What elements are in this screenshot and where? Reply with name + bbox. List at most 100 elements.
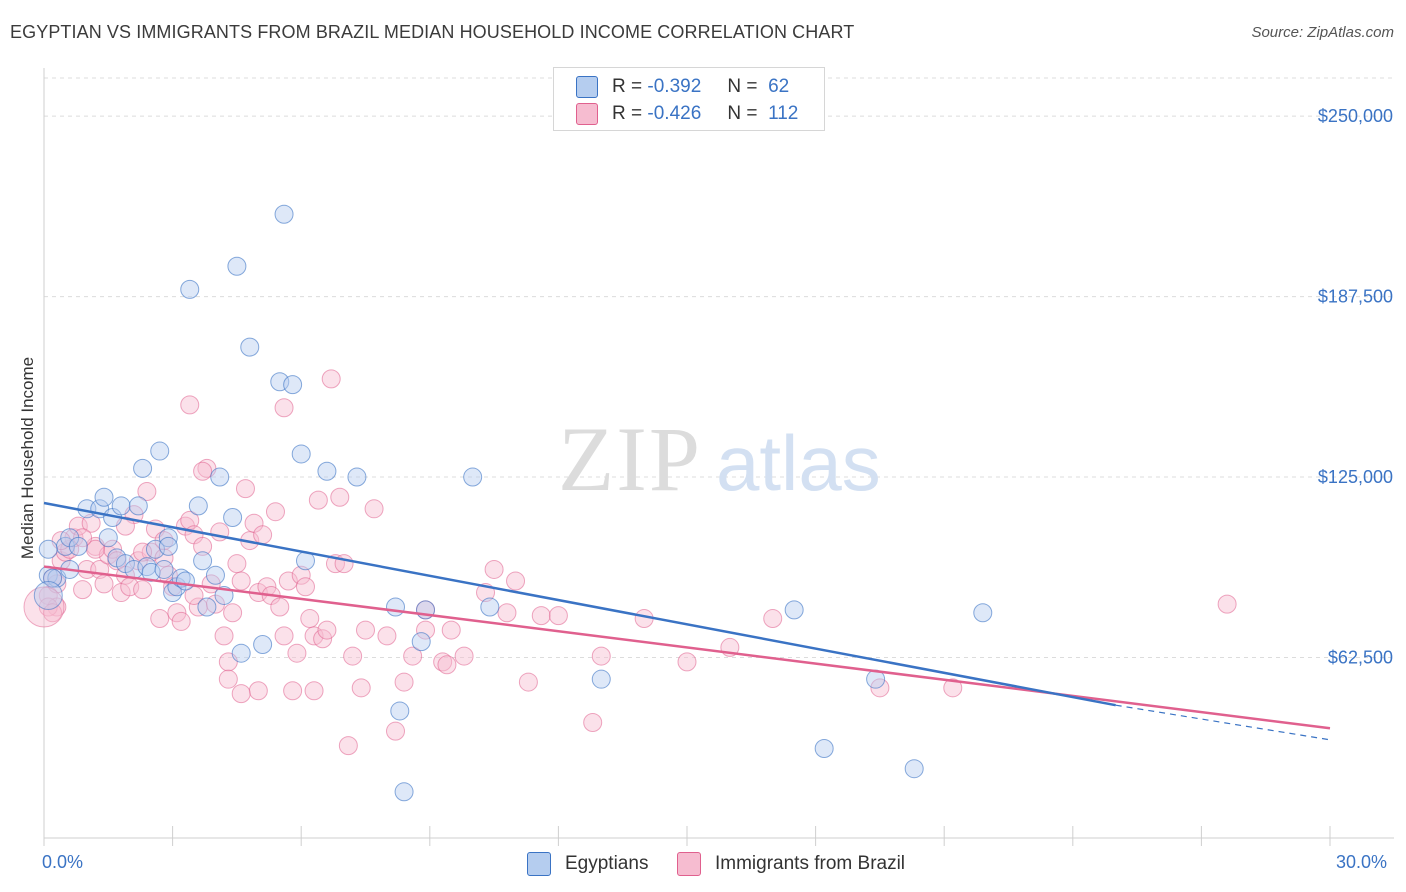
- watermark-zip: ZIP: [558, 408, 702, 510]
- brazil-point: [377, 626, 397, 646]
- egyptian-point: [94, 487, 114, 507]
- brazil-point: [81, 513, 101, 533]
- legend-swatch-blue: [527, 852, 551, 876]
- egyptian-point: [231, 643, 251, 663]
- egyptian-point: [205, 565, 225, 585]
- egyptian-point: [223, 507, 243, 527]
- brazil-point: [416, 620, 436, 640]
- correlation-legend: R = -0.392 N = 62 R = -0.426 N = 112: [553, 67, 825, 131]
- trend-lines: [43, 501, 1331, 741]
- brazil-point: [253, 525, 273, 545]
- legend-item-egyptians[interactable]: Egyptians: [527, 852, 648, 876]
- brazil-point: [437, 655, 457, 675]
- egyptian-point: [240, 337, 260, 357]
- brazil-point: [193, 461, 213, 481]
- egyptian-point: [43, 568, 63, 588]
- brazil-point: [364, 499, 384, 519]
- brazil-point: [248, 681, 268, 701]
- egyptian-point: [480, 597, 500, 617]
- chart-title: EGYPTIAN VS IMMIGRANTS FROM BRAZIL MEDIA…: [10, 22, 855, 42]
- brazil-point: [231, 571, 251, 591]
- brazil-point: [304, 681, 324, 701]
- grid-lines: [44, 77, 1394, 659]
- egyptian-point: [68, 536, 88, 556]
- brazil-point: [330, 487, 350, 507]
- y-tick-label: $187,500: [1318, 287, 1393, 307]
- brazil-point: [287, 643, 307, 663]
- egyptian-point: [38, 539, 58, 559]
- brazil-point: [265, 502, 285, 522]
- legend-r-label: R =: [612, 103, 643, 124]
- legend-swatch-blue: [576, 76, 598, 98]
- legend-n-value: 62: [768, 76, 790, 97]
- egyptian-point: [193, 551, 213, 571]
- brazil-point: [274, 398, 294, 418]
- egyptian-point: [133, 458, 153, 478]
- brazil-point: [321, 369, 341, 389]
- brazil-point: [497, 603, 517, 623]
- brazil-point: [484, 559, 504, 579]
- watermark-atlas: atlas: [716, 419, 881, 507]
- legend-swatch-pink: [576, 103, 598, 125]
- egyptian-trend-line: [43, 501, 1116, 707]
- brazil-point: [356, 620, 375, 640]
- brazil-trend-line: [43, 565, 1331, 730]
- y-tick-label: $250,000: [1318, 106, 1393, 126]
- y-tick-label: $125,000: [1318, 467, 1393, 487]
- egyptian-point: [411, 632, 431, 652]
- brazil-point: [531, 606, 551, 626]
- legend-n-label: N =: [727, 103, 758, 124]
- brazil-point: [43, 603, 63, 623]
- brazil-point: [343, 646, 363, 666]
- brazil-point: [283, 681, 303, 701]
- egyptian-points: [33, 204, 993, 802]
- brazil-point: [403, 646, 423, 666]
- egyptian-point: [180, 279, 200, 299]
- egyptian-point: [175, 571, 195, 591]
- brazil-point: [313, 629, 333, 649]
- legend-label-brazil: Immigrants from Brazil: [715, 853, 906, 874]
- legend-item-brazil[interactable]: Immigrants from Brazil: [677, 852, 905, 876]
- legend-n-label: N =: [727, 76, 758, 97]
- brazil-point: [291, 565, 311, 585]
- legend-row-egyptians: R = -0.392 N = 62: [576, 76, 789, 98]
- brazil-point: [394, 672, 414, 692]
- brazil-point: [167, 603, 187, 623]
- egyptian-point: [291, 444, 311, 464]
- egyptian-point: [784, 600, 804, 620]
- y-tick-label: $62,500: [1328, 648, 1393, 668]
- watermark: ZIP atlas: [558, 408, 881, 510]
- brazil-point: [73, 580, 93, 600]
- brazil-point: [386, 721, 406, 741]
- egyptian-point: [591, 669, 611, 689]
- legend-n-value: 112: [768, 103, 799, 124]
- legend-r-value: -0.426: [647, 103, 702, 124]
- brazil-point: [763, 609, 783, 629]
- egyptian-point: [111, 496, 131, 516]
- brazil-point: [591, 646, 611, 666]
- brazil-point: [1217, 594, 1237, 614]
- brazil-point: [137, 481, 157, 501]
- brazil-point: [338, 736, 358, 756]
- egyptian-point-cluster: [33, 580, 63, 610]
- legend-r-label: R =: [612, 76, 643, 97]
- brazil-point: [235, 479, 255, 499]
- egyptian-point: [274, 204, 294, 224]
- egyptian-point: [154, 559, 174, 579]
- brazil-point: [317, 620, 337, 640]
- brazil-point: [227, 554, 247, 574]
- egyptian-point: [188, 496, 208, 516]
- egyptian-point: [158, 536, 178, 556]
- brazil-point: [94, 574, 114, 594]
- brazil-point: [214, 626, 234, 646]
- brazil-point: [180, 395, 200, 415]
- egyptian-point: [904, 759, 924, 779]
- brazil-point: [548, 606, 568, 626]
- egyptian-point: [347, 467, 367, 487]
- brazil-point: [274, 626, 294, 646]
- series-legend: Egyptians Immigrants from Brazil: [0, 852, 1406, 878]
- brazil-point: [295, 577, 315, 597]
- brazil-point: [351, 678, 371, 698]
- egyptian-point: [463, 467, 483, 487]
- egyptian-point: [227, 256, 247, 276]
